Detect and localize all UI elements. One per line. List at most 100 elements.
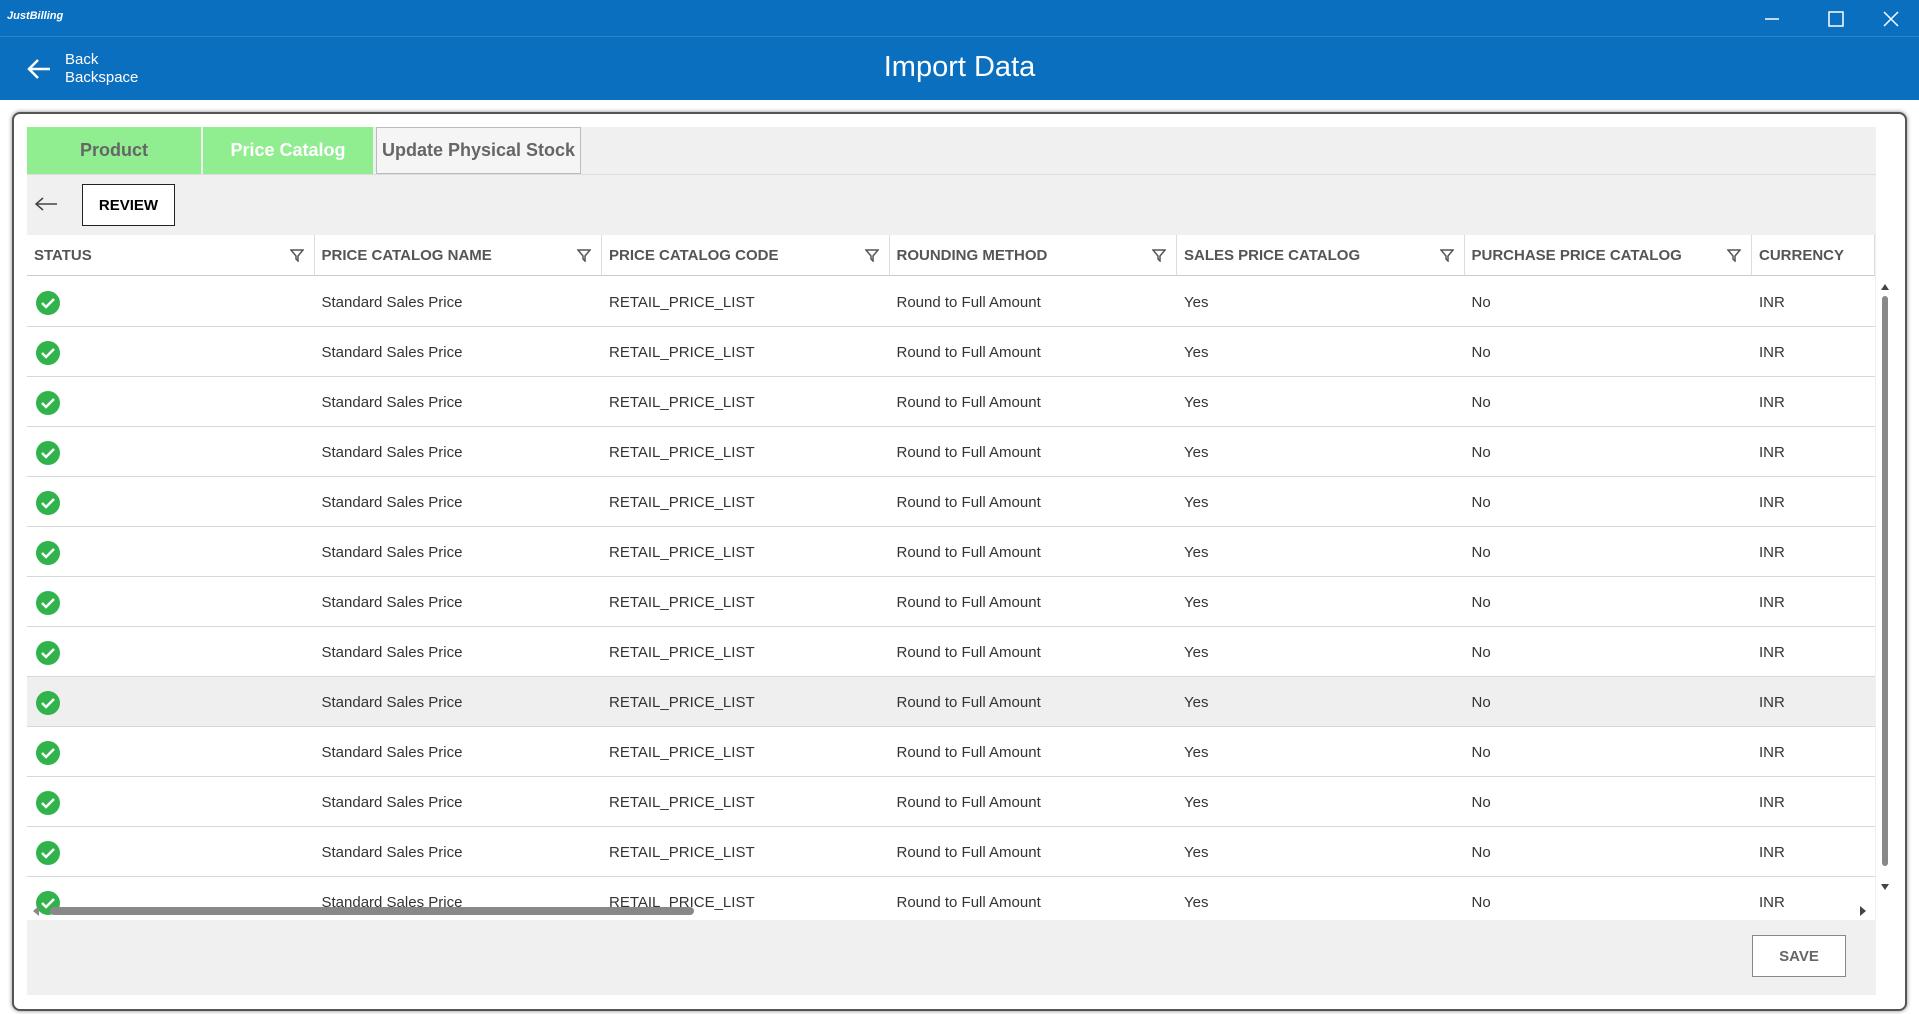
back-arrow[interactable] (26, 57, 52, 81)
cell: INR (1759, 893, 1785, 911)
tab[interactable]: Update Physical Stock (376, 127, 581, 174)
cell: Yes (1184, 893, 1209, 911)
column-title: ROUNDING METHOD (896, 246, 1048, 264)
cell: INR (1759, 493, 1785, 511)
cell: INR (1759, 643, 1785, 661)
table-row[interactable]: Standard Sales Price RETAIL_PRICE_LIST Rou… (27, 377, 1875, 427)
table-row[interactable]: Standard Sales Price RETAIL_PRICE_LIST Rou… (27, 527, 1875, 577)
column-header[interactable]: CURRENCY (1752, 235, 1875, 276)
status-icon (36, 741, 60, 765)
cell: Standard Sales Price (321, 343, 463, 361)
filter-icon[interactable] (1727, 248, 1741, 262)
review-button[interactable]: REVIEW (82, 184, 175, 226)
table-row[interactable]: Standard Sales Price RETAIL_PRICE_LIST Rou… (27, 777, 1875, 827)
table-row[interactable]: Standard Sales Price RETAIL_PRICE_LIST Rou… (27, 327, 1875, 377)
cell: INR (1759, 593, 1785, 611)
column-header[interactable]: SALES PRICE CATALOG (1177, 235, 1465, 276)
cell: Round to Full Amount (896, 893, 1041, 911)
cell: Standard Sales Price (321, 793, 463, 811)
cell: Yes (1184, 543, 1209, 561)
column-title: STATUS (34, 246, 92, 264)
column-header[interactable]: ROUNDING METHOD (889, 235, 1177, 276)
cell: INR (1759, 443, 1785, 461)
filter-icon[interactable] (577, 248, 591, 262)
toolbar-back[interactable] (33, 195, 59, 213)
divider (27, 174, 1876, 175)
cell: Yes (1184, 693, 1209, 711)
filter-icon[interactable] (289, 248, 304, 262)
table-row[interactable]: Standard Sales Price RETAIL_PRICE_LIST Rou… (27, 277, 1875, 327)
cell: Standard Sales Price (321, 293, 463, 311)
app-name: JustBilling (7, 10, 64, 22)
table-row[interactable]: Standard Sales Price RETAIL_PRICE_LIST Rou… (27, 727, 1875, 777)
cell: Yes (1184, 793, 1209, 811)
column-header[interactable]: PURCHASE PRICE CATALOG (1464, 235, 1752, 276)
back-shortcut: Backspace (65, 69, 139, 86)
cell: Yes (1184, 343, 1209, 361)
cell: INR (1759, 543, 1785, 561)
cell: Standard Sales Price (321, 443, 463, 461)
h-scrollbar[interactable] (30, 903, 1870, 919)
cell: No (1471, 643, 1491, 661)
status-icon (36, 491, 60, 515)
table-row[interactable]: Standard Sales Price RETAIL_PRICE_LIST Rou… (27, 577, 1875, 627)
window-controls[interactable] (1750, 8, 1910, 30)
status-icon (36, 591, 60, 615)
cell: Yes (1184, 293, 1209, 311)
column-title: PRICE CATALOG CODE (609, 246, 779, 264)
status-icon (36, 341, 60, 365)
status-icon (36, 541, 60, 565)
cell: RETAIL_PRICE_LIST (609, 493, 755, 511)
column-title: PRICE CATALOG NAME (321, 246, 492, 264)
status-icon (36, 641, 60, 665)
cell: RETAIL_PRICE_LIST (609, 643, 755, 661)
table-row[interactable]: Standard Sales Price RETAIL_PRICE_LIST Rou… (27, 477, 1875, 527)
cell: RETAIL_PRICE_LIST (609, 393, 755, 411)
cell: No (1471, 743, 1491, 761)
column-header[interactable]: STATUS (27, 235, 315, 276)
cell: Yes (1184, 493, 1209, 511)
cell: Yes (1184, 443, 1209, 461)
status-icon (36, 841, 60, 865)
tab[interactable]: Product (27, 127, 201, 174)
table-row[interactable]: Standard Sales Price RETAIL_PRICE_LIST Rou… (27, 627, 1875, 677)
cell: RETAIL_PRICE_LIST (609, 293, 755, 311)
table-row[interactable]: Standard Sales Price RETAIL_PRICE_LIST Rou… (27, 427, 1875, 477)
cell: Round to Full Amount (896, 343, 1041, 361)
v-scrollbar[interactable] (1879, 282, 1891, 892)
cell: INR (1759, 343, 1785, 361)
cell: Standard Sales Price (321, 393, 463, 411)
filter-icon[interactable] (864, 248, 879, 262)
cell: Standard Sales Price (321, 743, 463, 761)
cell: Standard Sales Price (321, 643, 463, 661)
cell: Standard Sales Price (321, 693, 463, 711)
cell: No (1471, 293, 1491, 311)
cell: No (1471, 443, 1491, 461)
cell: RETAIL_PRICE_LIST (609, 443, 755, 461)
cell: RETAIL_PRICE_LIST (609, 793, 755, 811)
status-icon (36, 441, 60, 465)
status-icon (36, 791, 60, 815)
filter-icon[interactable] (1152, 248, 1166, 262)
cell: No (1471, 543, 1491, 561)
header: Back Backspace Import Data (0, 37, 1919, 100)
table-row[interactable]: Standard Sales Price RETAIL_PRICE_LIST Rou… (27, 827, 1875, 877)
cell: Round to Full Amount (896, 393, 1041, 411)
save-button[interactable]: SAVE (1752, 935, 1846, 977)
cell: Yes (1184, 393, 1209, 411)
cell: INR (1759, 793, 1785, 811)
table-row[interactable]: Standard Sales Price RETAIL_PRICE_LIST Rou… (27, 677, 1875, 727)
back-label[interactable]: Back (65, 51, 99, 68)
column-header[interactable]: PRICE CATALOG NAME (314, 235, 602, 276)
cell: Round to Full Amount (896, 743, 1041, 761)
cell: No (1471, 693, 1491, 711)
cell: INR (1759, 843, 1785, 861)
column-header[interactable]: PRICE CATALOG CODE (602, 235, 890, 276)
filter-icon[interactable] (1439, 248, 1454, 262)
cell: Yes (1184, 643, 1209, 661)
cell: Round to Full Amount (896, 293, 1041, 311)
tab[interactable]: Price Catalog (203, 127, 373, 174)
cell: Round to Full Amount (896, 693, 1041, 711)
cell: Round to Full Amount (896, 843, 1041, 861)
